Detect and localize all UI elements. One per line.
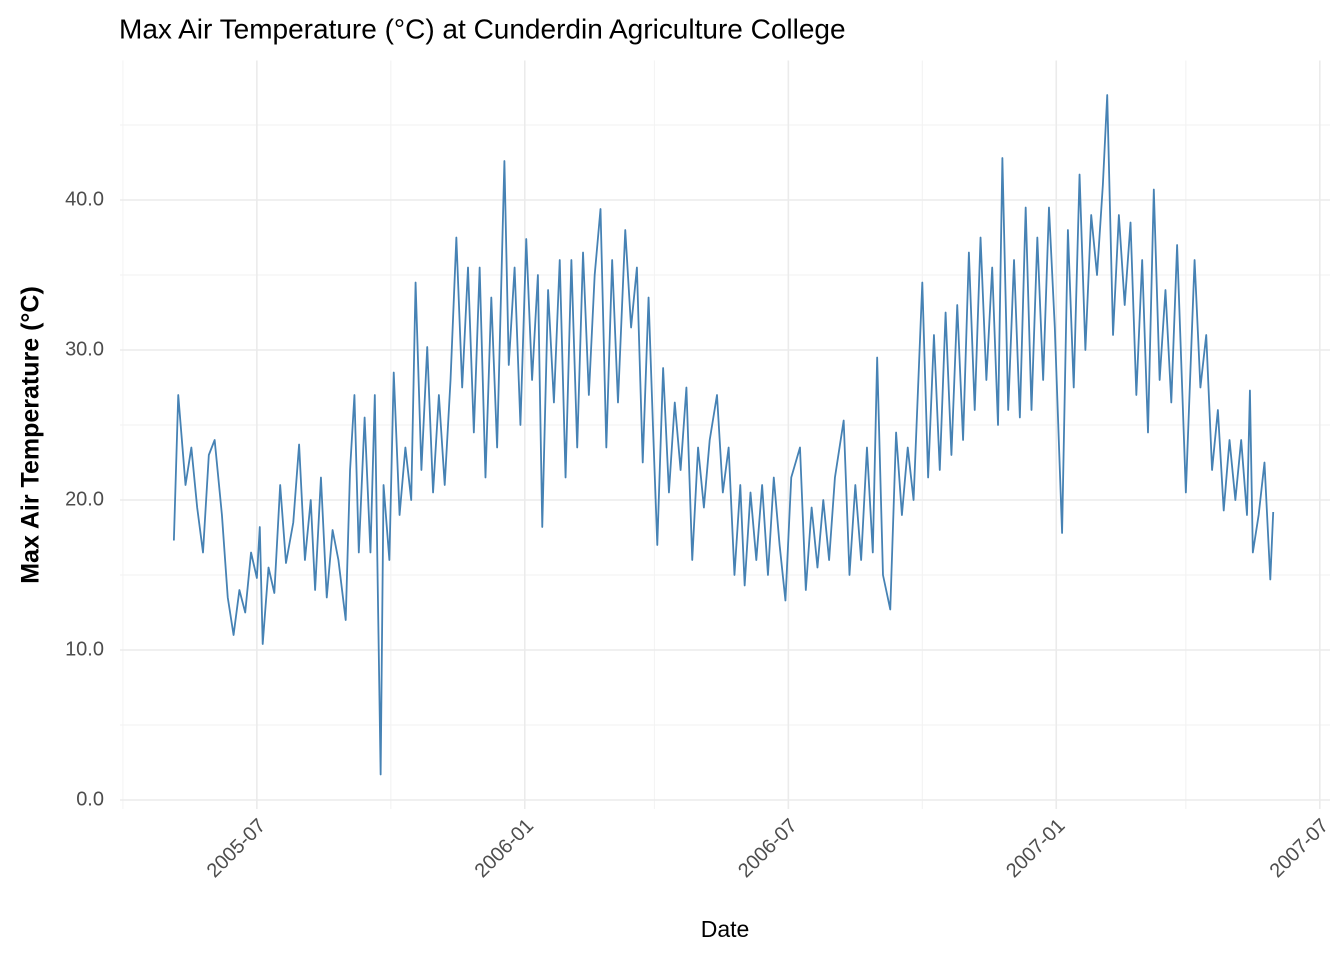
- x-tick-label: 2005-07: [203, 815, 270, 882]
- y-axis-title: Max Air Temperature (°C): [17, 286, 45, 584]
- x-tick-label: 2007-07: [1266, 815, 1333, 882]
- x-tick-label: 2006-07: [734, 815, 801, 882]
- x-tick-label: 2007-01: [1002, 815, 1069, 882]
- y-tick-label: 10.0: [65, 638, 104, 660]
- y-tick-label: 20.0: [65, 488, 104, 510]
- y-tick-label: 0.0: [76, 788, 104, 810]
- x-axis-title: Date: [701, 916, 750, 942]
- chart-title: Max Air Temperature (°C) at Cunderdin Ag…: [119, 13, 846, 44]
- y-tick-label: 30.0: [65, 338, 104, 360]
- y-tick-label: 40.0: [65, 188, 104, 210]
- data-line: [172, 94, 1275, 776]
- x-tick-label: 2006-01: [471, 815, 538, 882]
